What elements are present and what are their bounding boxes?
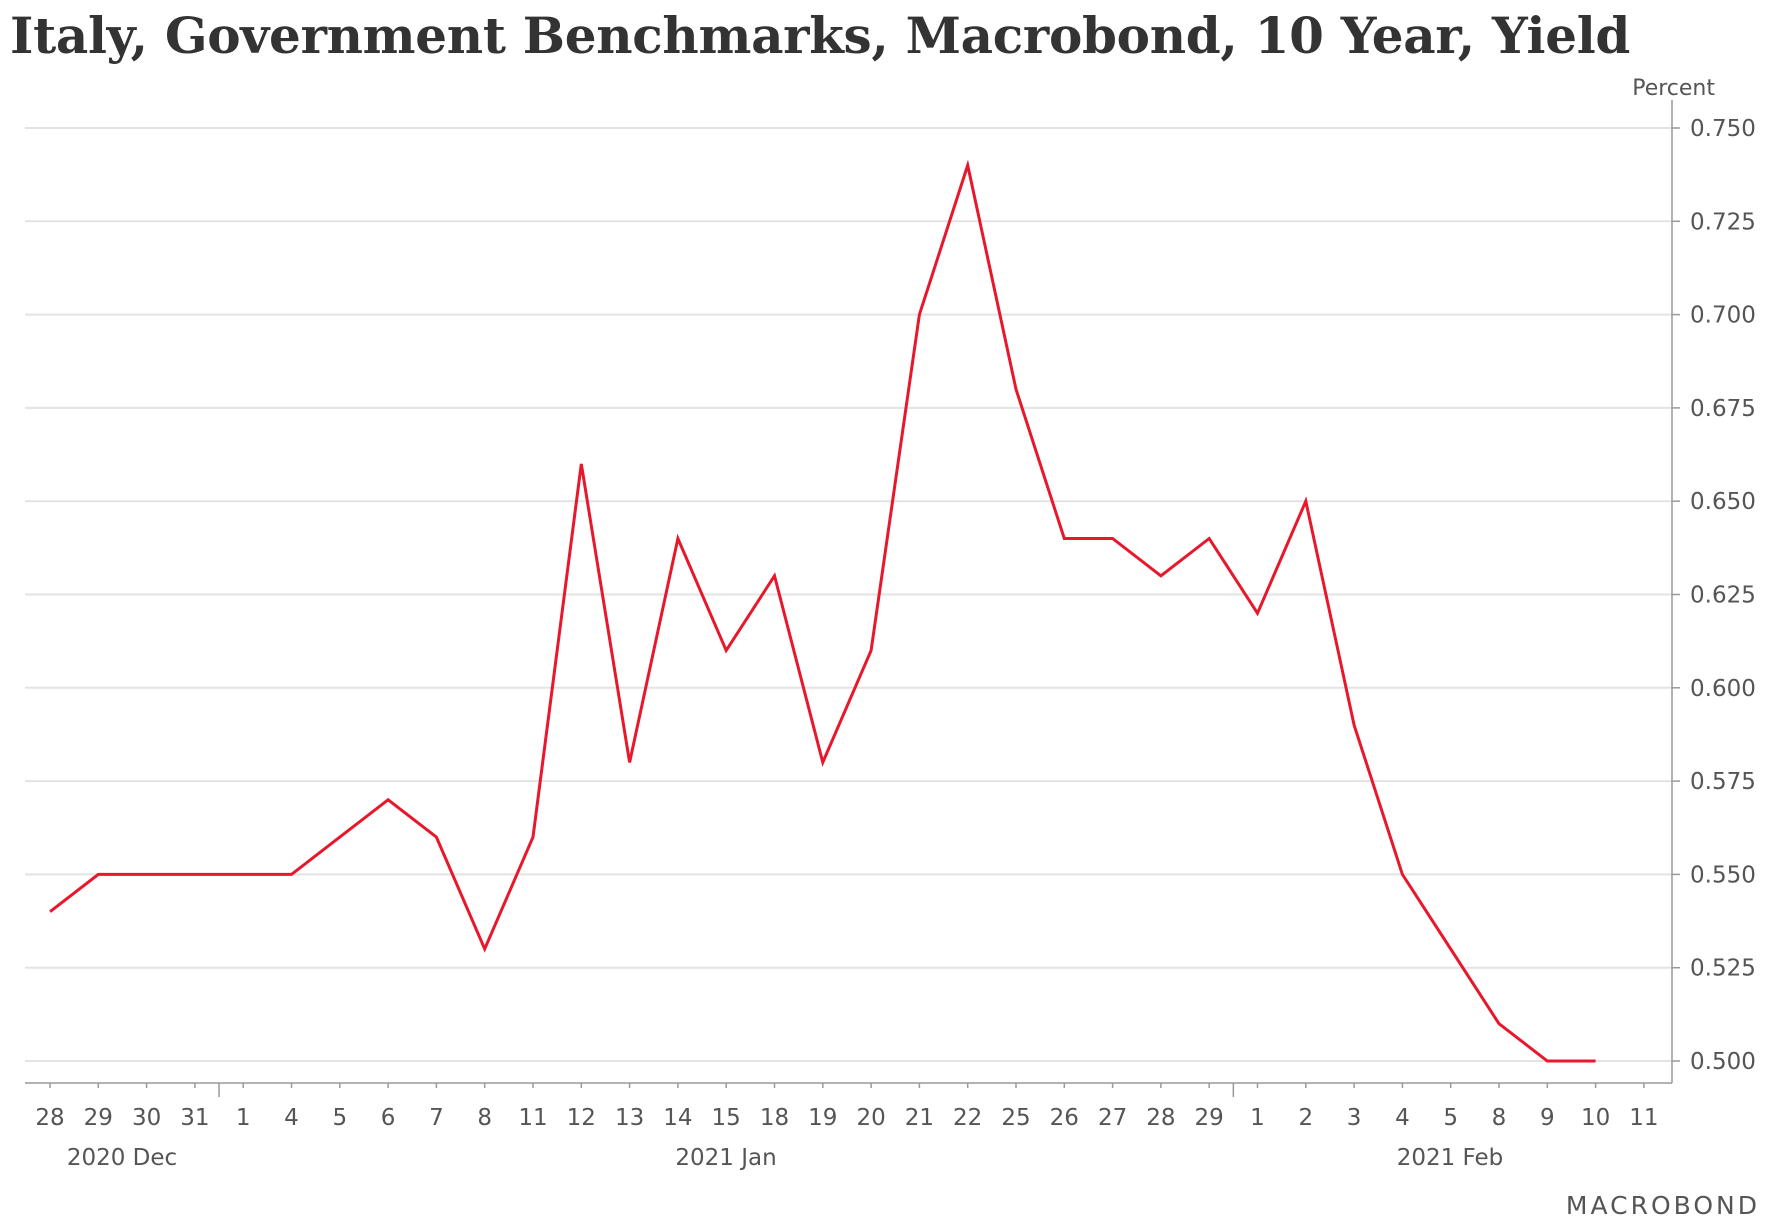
data-point: [773, 574, 777, 578]
x-axis-tick-labels: 28 29 30 31 1 4 5 6 7 8 11 12 13 14 15 18 19 20 21 22 25 26 27…: [35, 1105, 1658, 1131]
x-tick-label: 4: [284, 1105, 299, 1131]
y-tick-label: 0.700: [1690, 303, 1756, 329]
x-period-label: 2021 Jan: [675, 1145, 776, 1171]
gridlines: [25, 127, 1672, 1062]
data-point: [1256, 611, 1260, 615]
x-tick-label: 6: [381, 1105, 396, 1131]
data-point: [1352, 723, 1356, 727]
x-tick-label: 31: [180, 1105, 209, 1131]
data-point: [1497, 1022, 1501, 1026]
y-tick-label: 0.600: [1690, 676, 1756, 702]
data-point: [1014, 387, 1018, 391]
data-point: [917, 313, 921, 317]
x-period-label: 2020 Dec: [67, 1145, 177, 1171]
x-tick-label: 14: [663, 1105, 692, 1131]
data-point: [434, 835, 438, 839]
data-point: [724, 648, 728, 652]
x-tick-label: 11: [518, 1105, 547, 1131]
data-point: [1594, 1059, 1598, 1063]
y-tick-label: 0.675: [1690, 396, 1756, 422]
series-line: [49, 159, 1596, 1063]
x-tick-label: 10: [1581, 1105, 1610, 1131]
x-tick-label: 29: [84, 1105, 113, 1131]
x-tick-label: 12: [567, 1105, 596, 1131]
x-tick-label: 29: [1195, 1105, 1224, 1131]
x-tick-label: 1: [1250, 1105, 1265, 1131]
data-point: [628, 760, 632, 764]
data-point: [966, 163, 970, 167]
series-layer: [48, 159, 1598, 1063]
y-tick-label: 0.650: [1690, 489, 1756, 515]
data-point: [386, 798, 390, 802]
data-point: [193, 872, 197, 876]
x-tick-label: 5: [1443, 1105, 1458, 1131]
data-point: [1159, 574, 1163, 578]
data-point: [1062, 537, 1066, 541]
data-point: [1400, 872, 1404, 876]
data-point: [290, 872, 294, 876]
x-tick-label: 8: [477, 1105, 492, 1131]
y-axis-unit-label: Percent: [1632, 76, 1715, 101]
y-axis-tick-labels: 0.750 0.725 0.700 0.675 0.650 0.625 0.600 0.575…: [1690, 116, 1756, 1075]
x-tick-label: 28: [35, 1105, 64, 1131]
x-tick-label: 25: [1001, 1105, 1030, 1131]
x-tick-label: 28: [1146, 1105, 1175, 1131]
data-point: [1111, 537, 1115, 541]
x-tick-label: 9: [1540, 1105, 1555, 1131]
x-tick-label: 5: [332, 1105, 347, 1131]
y-tick-label: 0.625: [1690, 583, 1756, 609]
macrobond-logo: MACROBOND: [1565, 1191, 1760, 1220]
data-point: [1304, 499, 1308, 503]
x-tick-label: 19: [808, 1105, 837, 1131]
y-tick-label: 0.725: [1690, 209, 1756, 235]
axes: [25, 100, 1680, 1097]
data-point: [483, 947, 487, 951]
x-tick-label: 1: [236, 1105, 251, 1131]
y-tick-label: 0.500: [1690, 1049, 1756, 1075]
y-tick-label: 0.525: [1690, 956, 1756, 982]
x-tick-label: 15: [712, 1105, 741, 1131]
data-point: [531, 835, 535, 839]
x-tick-label: 4: [1395, 1105, 1410, 1131]
data-point: [1545, 1059, 1549, 1063]
x-axis-period-labels: 2020 Dec 2021 Jan 2021 Feb: [67, 1145, 1503, 1171]
x-tick-label: 8: [1492, 1105, 1507, 1131]
data-point: [1449, 947, 1453, 951]
x-period-label: 2021 Feb: [1397, 1145, 1504, 1171]
y-tick-label: 0.750: [1690, 116, 1756, 142]
x-tick-label: 21: [905, 1105, 934, 1131]
chart-title: Italy, Government Benchmarks, Macrobond,…: [10, 6, 1631, 65]
x-tick-label: 18: [760, 1105, 789, 1131]
x-tick-label: 11: [1629, 1105, 1658, 1131]
x-tick-label: 20: [856, 1105, 885, 1131]
data-point: [821, 760, 825, 764]
x-tick-label: 27: [1098, 1105, 1127, 1131]
data-point: [96, 872, 100, 876]
y-tick-label: 0.550: [1690, 862, 1756, 888]
data-point: [869, 648, 873, 652]
data-point: [48, 910, 52, 914]
x-tick-label: 2: [1298, 1105, 1313, 1131]
x-tick-label: 13: [615, 1105, 644, 1131]
data-point: [338, 835, 342, 839]
data-point: [676, 537, 680, 541]
x-tick-label: 3: [1347, 1105, 1362, 1131]
y-tick-label: 0.575: [1690, 769, 1756, 795]
data-point: [1207, 537, 1211, 541]
x-tick-label: 30: [132, 1105, 161, 1131]
data-point: [145, 872, 149, 876]
data-point: [241, 872, 245, 876]
x-tick-label: 26: [1050, 1105, 1079, 1131]
x-tick-label: 7: [429, 1105, 444, 1131]
data-point: [579, 462, 583, 466]
x-tick-label: 22: [953, 1105, 982, 1131]
